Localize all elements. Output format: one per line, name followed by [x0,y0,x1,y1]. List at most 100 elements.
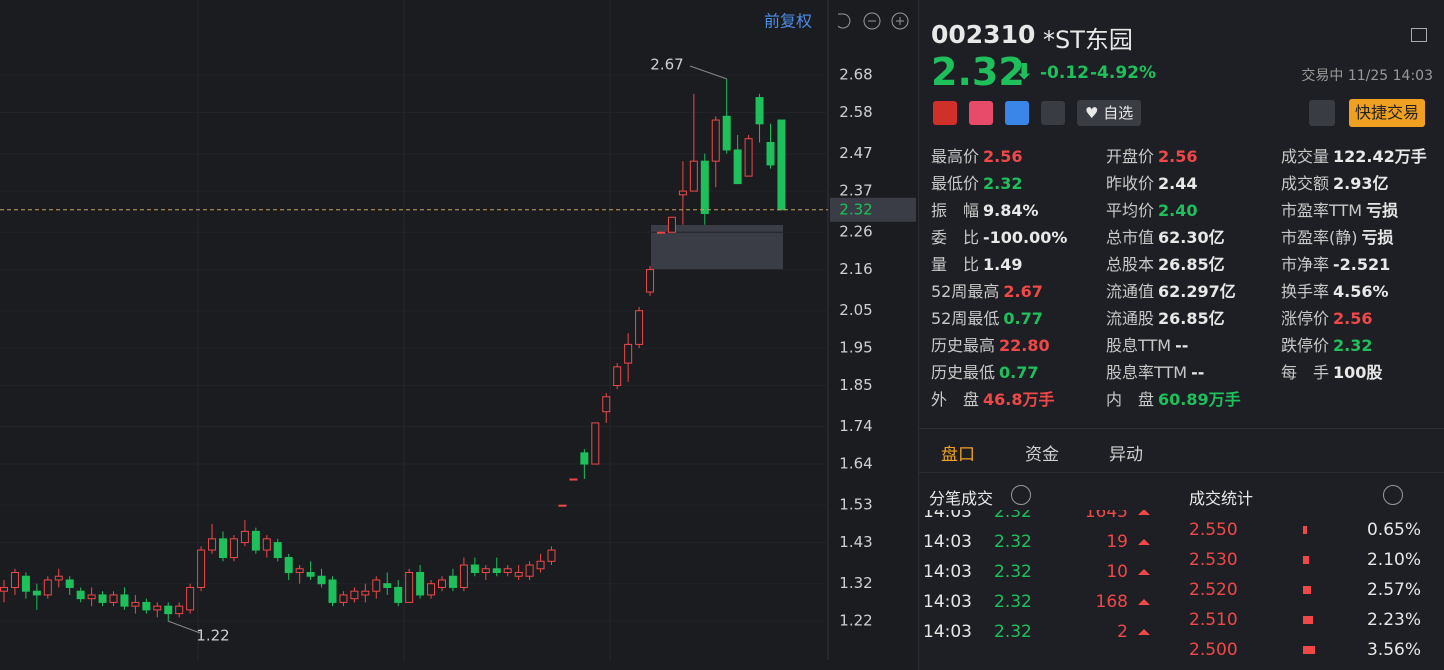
stat-label: 每 手 [1281,363,1330,382]
y-tick-label: 1.74 [839,417,872,435]
stat-label: 最高价 [931,147,980,166]
deal-bar [1303,646,1315,654]
help-icon[interactable] [1011,485,1031,505]
tag-icon [969,101,993,125]
candle-body [711,119,720,162]
deal-price: 2.500 [1189,640,1238,660]
label-icon [1005,101,1029,125]
stat-item: 涨停价 2.56 [1281,305,1373,329]
stat-item: 量 比 1.49 [931,251,1023,275]
candle-body [153,605,162,611]
stat-item: 成交量 122.42万手 [1281,143,1427,167]
stat-label: 外 盘 [931,390,980,409]
candle-body [766,141,775,166]
stat-label: 52周最低 [931,309,1000,328]
adjust-toggle[interactable]: 前复权 [764,12,812,31]
stat-value: 亏损 [1366,201,1399,220]
stat-item: 股息TTM -- [1106,332,1188,356]
y-tick-label: 2.16 [839,260,872,278]
trade-price: 2.32 [994,562,1032,582]
candle-body [350,590,359,600]
alert-button[interactable] [1309,100,1335,126]
candle-body [722,115,731,151]
candle-body [131,601,140,607]
up-triangle [1138,569,1150,575]
stat-item: 市盈率TTM 亏损 [1281,197,1398,221]
deal-price: 2.520 [1189,580,1238,600]
stat-item: 跌停价 2.32 [1281,332,1373,356]
up-triangle [1138,539,1150,545]
deal-bar [1303,616,1313,624]
candle-body [777,119,786,211]
candle-body [186,586,195,611]
candle-body [109,594,118,603]
zoom-in[interactable] [891,12,909,30]
candle-body [503,568,512,573]
more-icon[interactable] [1383,485,1403,505]
stat-item: 市盈率(静) 亏损 [1281,224,1394,248]
tab[interactable]: 资金 [1025,445,1059,465]
change: -0.12 [1040,63,1089,83]
stat-label: 流通股 [1106,309,1155,328]
up-triangle [1138,599,1150,605]
stat-label: 总股本 [1106,255,1155,274]
candle-body [547,549,556,562]
stat-label: 换手率 [1281,282,1330,301]
y-tick-label: 2.58 [839,103,872,121]
zoom-out[interactable] [863,12,881,30]
candle-body [405,571,414,603]
candle-body [635,310,644,345]
last-price-label: 2.32 [839,200,872,218]
stat-item: 成交额 2.93亿 [1281,170,1389,194]
stat-value: 22.80 [999,336,1050,355]
trade-price: 2.32 [994,592,1032,612]
stat-item: 流通股 26.85亿 [1106,305,1225,329]
quick-trade-button[interactable]: 快捷交易 [1349,99,1426,127]
candle-body [328,579,337,603]
candle-body [492,568,501,573]
watch-button[interactable]: ♥ 自选 [1077,100,1142,126]
stat-value: -2.521 [1333,255,1391,274]
deal-pct: 2.10% [1366,550,1421,570]
stat-value: 62.297亿 [1158,282,1236,301]
candle-body [295,568,304,573]
tab[interactable]: 异动 [1109,445,1143,465]
y-tick-label: 2.47 [839,144,872,162]
stat-label: 委 比 [931,228,980,247]
stat-item: 最高价 2.56 [931,143,1023,167]
stat-value: 26.85亿 [1158,309,1225,328]
stat-value: 62.30亿 [1158,228,1225,247]
candle-body [448,575,457,588]
stats-title: 成交统计 [1189,489,1254,508]
stat-value: 0.77 [1003,309,1043,328]
candle-body [744,138,753,177]
candle-body [383,583,392,588]
candle-body [667,216,676,233]
stat-item: 最低价 2.32 [931,170,1023,194]
layout-icon[interactable] [1411,28,1427,42]
candle-body [284,557,293,573]
trade-volume: 10 [1106,562,1150,582]
stat-value: 2.56 [1333,309,1373,328]
trade-price: 2.32 [994,510,1032,522]
price: 2.32 [931,50,1025,94]
candle-body [602,396,611,413]
stat-value: -- [1191,363,1205,382]
tab[interactable]: 盘口 [941,445,975,465]
y-tick-label: 2.68 [839,66,872,84]
candle-body [76,590,85,600]
y-tick-label: 1.53 [839,496,872,514]
stat-item: 换手率 4.56% [1281,278,1389,302]
candle-body [219,538,227,559]
reset-icon[interactable] [837,13,851,29]
stat-item: 开盘价 2.56 [1106,143,1198,167]
stat-value: 0.77 [999,363,1039,382]
y-tick-label: 1.85 [839,376,872,394]
candle-body [32,590,41,596]
stat-value: 亏损 [1361,228,1394,247]
candle-body [361,590,370,596]
stat-label: 跌停价 [1281,336,1330,355]
candle-body [21,575,30,592]
stat-label: 成交量 [1281,147,1330,166]
trade-price: 2.32 [994,622,1032,642]
